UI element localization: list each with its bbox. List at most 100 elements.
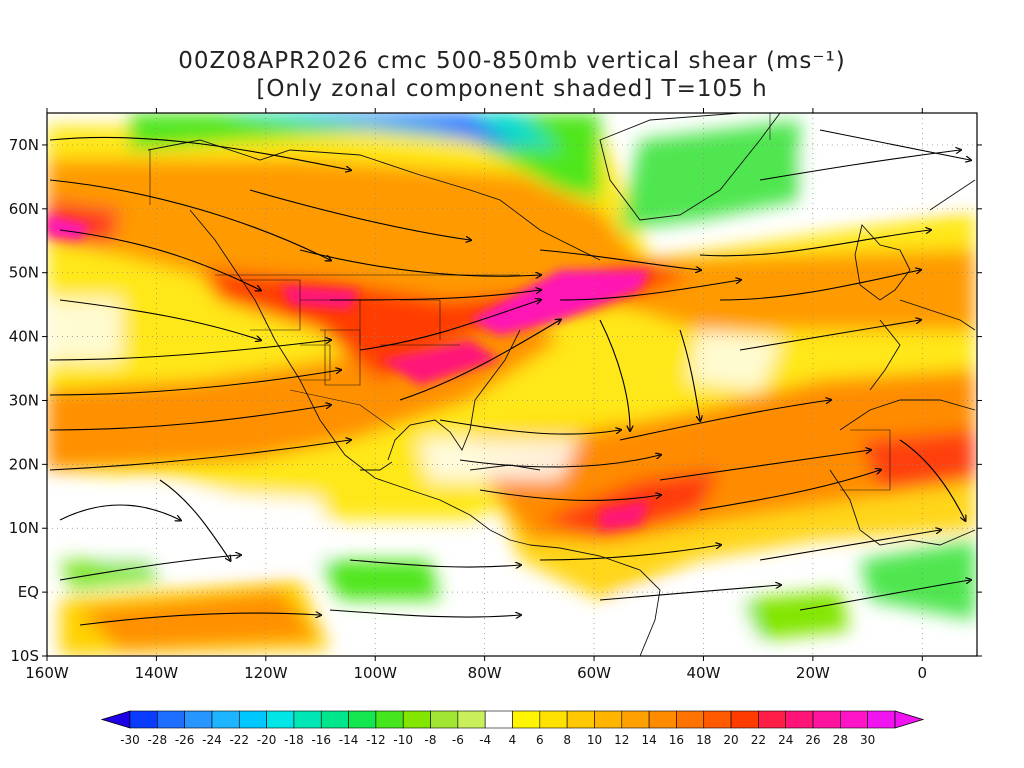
colorbar-swatch bbox=[402, 710, 431, 729]
colorbar-label: 14 bbox=[641, 733, 656, 747]
streamline bbox=[539, 545, 720, 561]
lat-tick-label: 60N bbox=[9, 200, 39, 218]
colorbar-swatch bbox=[676, 710, 705, 729]
streamline bbox=[619, 400, 830, 441]
colorbar-label: -24 bbox=[202, 733, 222, 747]
colorbar-label: -18 bbox=[284, 733, 304, 747]
colorbar-label: -20 bbox=[257, 733, 277, 747]
colorbar-label: -4 bbox=[479, 733, 491, 747]
lon-tick-label: 20W bbox=[796, 664, 830, 682]
streamline bbox=[819, 129, 970, 160]
streamline bbox=[49, 136, 350, 170]
colorbar-swatch bbox=[184, 710, 213, 729]
colorbar: -30 -28 -26 -24 -22 -20 -18 -16 -14 -12 -10 -8 -6 -4 4… bbox=[100, 710, 925, 747]
colorbar-swatch bbox=[457, 710, 486, 729]
streamline bbox=[49, 340, 330, 361]
colorbar-label: 24 bbox=[778, 733, 793, 747]
colorbar-swatch bbox=[566, 710, 595, 729]
streamline bbox=[49, 405, 330, 431]
colorbar-swatch bbox=[211, 710, 240, 729]
lat-tick-label: 40N bbox=[9, 328, 39, 346]
colorbar-swatch bbox=[812, 710, 841, 729]
colorbar-label: -14 bbox=[339, 733, 359, 747]
streamline bbox=[759, 150, 960, 181]
colorbar-label: -12 bbox=[366, 733, 386, 747]
streamline bbox=[59, 504, 180, 520]
streamline bbox=[899, 439, 965, 520]
coastlines bbox=[147, 113, 976, 656]
streamline bbox=[699, 470, 880, 511]
colorbar-label: 8 bbox=[563, 733, 571, 747]
lat-tick-label: 30N bbox=[9, 391, 39, 409]
streamline bbox=[329, 609, 520, 617]
shear-shading bbox=[47, 113, 977, 656]
lat-tick-label: 20N bbox=[9, 455, 39, 473]
colorbar-label: -28 bbox=[148, 733, 168, 747]
colorbar-swatch bbox=[758, 710, 787, 729]
colorbar-label: -22 bbox=[229, 733, 249, 747]
colorbar-swatch bbox=[648, 710, 677, 729]
colorbar-swatch bbox=[512, 710, 541, 729]
colorbar-label: -8 bbox=[425, 733, 437, 747]
streamline bbox=[459, 455, 660, 468]
streamline bbox=[699, 230, 930, 257]
streamline bbox=[539, 249, 700, 270]
lon-tick-label: 120W bbox=[244, 664, 288, 682]
colorbar-label: -10 bbox=[393, 733, 413, 747]
chart-subtitle: [Only zonal component shaded] T=105 h bbox=[256, 76, 768, 102]
map-frame bbox=[46, 112, 978, 657]
lat-tick-label: 10S bbox=[10, 647, 39, 665]
streamline bbox=[679, 329, 700, 420]
lat-tick-label: 10N bbox=[9, 519, 39, 537]
lon-tick-label: 60W bbox=[577, 664, 611, 682]
colorbar-label: 18 bbox=[696, 733, 711, 747]
streamline bbox=[49, 370, 340, 396]
colorbar-swatch bbox=[785, 710, 814, 729]
streamline bbox=[599, 585, 780, 601]
streamline bbox=[739, 320, 920, 351]
colorbar-label: 12 bbox=[614, 733, 629, 747]
streamline bbox=[159, 479, 230, 560]
colorbar-swatch bbox=[238, 710, 267, 729]
colorbar-swatch bbox=[157, 710, 185, 729]
streamline bbox=[359, 300, 540, 351]
colorbar-label: -16 bbox=[311, 733, 331, 747]
streamline bbox=[719, 270, 920, 301]
colorbar-label: 28 bbox=[833, 733, 848, 747]
streamline bbox=[559, 280, 740, 301]
streamline bbox=[349, 559, 520, 567]
colorbar-label: -6 bbox=[452, 733, 464, 747]
colorbar-swatch bbox=[594, 710, 623, 729]
lon-tick-label: 0 bbox=[918, 664, 928, 682]
lon-tick-label: 140W bbox=[135, 664, 179, 682]
borders bbox=[149, 113, 891, 491]
streamline bbox=[659, 450, 870, 481]
streamline bbox=[399, 320, 560, 401]
streamline bbox=[59, 229, 260, 290]
lon-tick-label: 40W bbox=[687, 664, 721, 682]
streamline bbox=[249, 189, 470, 240]
colorbar-label: 10 bbox=[587, 733, 602, 747]
colorbar-swatch bbox=[375, 710, 404, 729]
colorbar-label: 4 bbox=[509, 733, 517, 747]
colorbar-label: 26 bbox=[805, 733, 820, 747]
streamlines bbox=[49, 129, 970, 626]
colorbar-label: 30 bbox=[860, 733, 875, 747]
colorbar-swatch bbox=[430, 710, 459, 729]
streamline bbox=[79, 613, 320, 626]
streamline bbox=[799, 580, 970, 611]
streamline bbox=[59, 299, 260, 340]
colorbar-swatch bbox=[840, 710, 868, 729]
lon-tick-label: 80W bbox=[468, 664, 502, 682]
colorbar-label: 22 bbox=[751, 733, 766, 747]
colorbar-swatch bbox=[320, 710, 349, 729]
colorbar-swatch bbox=[266, 710, 295, 729]
lat-tick-label: 70N bbox=[9, 136, 39, 154]
streamline bbox=[49, 179, 330, 260]
streamline bbox=[759, 530, 940, 561]
colorbar-label: -26 bbox=[175, 733, 195, 747]
colorbar-label: 6 bbox=[536, 733, 544, 747]
colorbar-max-arrow bbox=[894, 710, 925, 729]
streamline bbox=[49, 440, 350, 471]
